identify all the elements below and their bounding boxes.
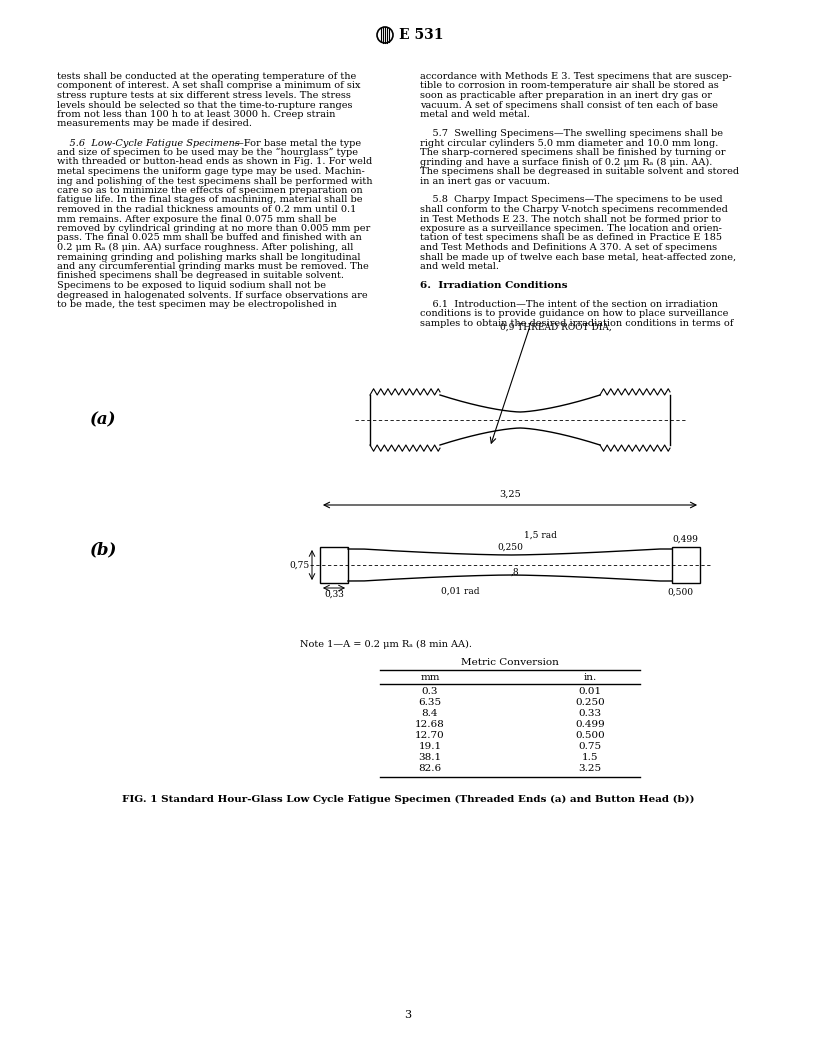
- Text: 3.25: 3.25: [579, 763, 601, 773]
- Text: and weld metal.: and weld metal.: [420, 262, 499, 271]
- Text: The specimens shall be degreased in suitable solvent and stored: The specimens shall be degreased in suit…: [420, 167, 739, 176]
- Text: in an inert gas or vacuum.: in an inert gas or vacuum.: [420, 176, 550, 186]
- Text: The sharp-cornered specimens shall be finished by turning or: The sharp-cornered specimens shall be fi…: [420, 148, 725, 157]
- Text: 19.1: 19.1: [419, 742, 441, 751]
- Text: and Test Methods and Definitions A 370. A set of specimens: and Test Methods and Definitions A 370. …: [420, 243, 717, 252]
- Text: 0,01 rad: 0,01 rad: [441, 587, 479, 596]
- Text: 1,5 rad: 1,5 rad: [524, 531, 557, 540]
- Text: from not less than 100 h to at least 3000 h. Creep strain: from not less than 100 h to at least 300…: [57, 110, 335, 119]
- Text: 0.3: 0.3: [422, 687, 438, 696]
- Text: 0.75: 0.75: [579, 742, 601, 751]
- Text: degreased in halogenated solvents. If surface observations are: degreased in halogenated solvents. If su…: [57, 290, 368, 300]
- Text: ,8: ,8: [511, 568, 519, 577]
- Text: 0,250: 0,250: [497, 543, 523, 552]
- Text: 12.68: 12.68: [415, 720, 445, 729]
- Text: 6.  Irradiation Conditions: 6. Irradiation Conditions: [420, 281, 567, 290]
- Text: 8.4: 8.4: [422, 709, 438, 718]
- Text: Note 1—A = 0.2 μm Rₐ (8 min AA).: Note 1—A = 0.2 μm Rₐ (8 min AA).: [300, 640, 472, 649]
- Text: 12.70: 12.70: [415, 731, 445, 740]
- Text: stress rupture tests at six different stress levels. The stress: stress rupture tests at six different st…: [57, 91, 351, 100]
- Text: 0,499: 0,499: [672, 535, 698, 544]
- Text: to be made, the test specimen may be electropolished in: to be made, the test specimen may be ele…: [57, 300, 337, 309]
- Text: 0.250: 0.250: [575, 698, 605, 708]
- Text: levels should be selected so that the time-to-rupture ranges: levels should be selected so that the ti…: [57, 100, 353, 110]
- Text: removed by cylindrical grinding at no more than 0.005 mm per: removed by cylindrical grinding at no mo…: [57, 224, 370, 233]
- Text: 0.500: 0.500: [575, 731, 605, 740]
- Text: 0.499: 0.499: [575, 720, 605, 729]
- Text: in.: in.: [583, 673, 596, 682]
- Text: with threaded or button-head ends as shown in Fig. 1. For weld: with threaded or button-head ends as sho…: [57, 157, 372, 167]
- Text: right circular cylinders 5.0 mm diameter and 10.0 mm long.: right circular cylinders 5.0 mm diameter…: [420, 138, 718, 148]
- Text: Specimens to be exposed to liquid sodium shall not be: Specimens to be exposed to liquid sodium…: [57, 281, 326, 290]
- Text: 0,75: 0,75: [290, 561, 310, 569]
- Text: fatigue life. In the final stages of machining, material shall be: fatigue life. In the final stages of mac…: [57, 195, 362, 205]
- Text: —For base metal the type: —For base metal the type: [234, 138, 361, 148]
- Text: component of interest. A set shall comprise a minimum of six: component of interest. A set shall compr…: [57, 81, 361, 91]
- Text: 6.35: 6.35: [419, 698, 441, 708]
- Text: 3,25: 3,25: [499, 490, 521, 499]
- Text: care so as to minimize the effects of specimen preparation on: care so as to minimize the effects of sp…: [57, 186, 362, 195]
- Text: tible to corrosion in room-temperature air shall be stored as: tible to corrosion in room-temperature a…: [420, 81, 719, 91]
- Bar: [672, 547, 700, 583]
- Text: samples to obtain the desired irradiation conditions in terms of: samples to obtain the desired irradiatio…: [420, 319, 734, 328]
- Text: mm: mm: [420, 673, 440, 682]
- Text: grinding and have a surface finish of 0.2 μm Rₐ (8 μin. AA).: grinding and have a surface finish of 0.…: [420, 157, 712, 167]
- Text: 0,500: 0,500: [667, 588, 693, 597]
- Text: removed in the radial thickness amounts of 0.2 mm until 0.1: removed in the radial thickness amounts …: [57, 205, 357, 214]
- Text: finished specimens shall be degreased in suitable solvent.: finished specimens shall be degreased in…: [57, 271, 344, 281]
- Text: soon as practicable after preparation in an inert dry gas or: soon as practicable after preparation in…: [420, 91, 712, 100]
- Text: in Test Methods E 23. The notch shall not be formed prior to: in Test Methods E 23. The notch shall no…: [420, 214, 721, 224]
- Bar: [320, 547, 348, 583]
- Text: 82.6: 82.6: [419, 763, 441, 773]
- Text: (b): (b): [90, 542, 118, 559]
- Text: 6.1  Introduction—The intent of the section on irradiation: 6.1 Introduction—The intent of the secti…: [420, 300, 718, 309]
- Text: 0,9 THREAD ROOT DIA,: 0,9 THREAD ROOT DIA,: [500, 323, 612, 332]
- Text: shall conform to the Charpy V-notch specimens recommended: shall conform to the Charpy V-notch spec…: [420, 205, 728, 214]
- Text: and any circumferential grinding marks must be removed. The: and any circumferential grinding marks m…: [57, 262, 369, 271]
- Text: 5.8  Charpy Impact Specimens—The specimens to be used: 5.8 Charpy Impact Specimens—The specimen…: [420, 195, 723, 205]
- Text: remaining grinding and polishing marks shall be longitudinal: remaining grinding and polishing marks s…: [57, 252, 361, 262]
- Text: conditions is to provide guidance on how to place surveillance: conditions is to provide guidance on how…: [420, 309, 729, 319]
- Text: vacuum. A set of specimens shall consist of ten each of base: vacuum. A set of specimens shall consist…: [420, 100, 718, 110]
- Text: exposure as a surveillance specimen. The location and orien-: exposure as a surveillance specimen. The…: [420, 224, 722, 233]
- Text: 5.6  Low-Cycle Fatigue Specimens: 5.6 Low-Cycle Fatigue Specimens: [57, 138, 240, 148]
- Text: and size of specimen to be used may be the “hourglass” type: and size of specimen to be used may be t…: [57, 148, 358, 157]
- Text: measurements may be made if desired.: measurements may be made if desired.: [57, 119, 252, 129]
- Text: ing and polishing of the test specimens shall be performed with: ing and polishing of the test specimens …: [57, 176, 372, 186]
- Text: accordance with Methods E 3. Test specimens that are suscep-: accordance with Methods E 3. Test specim…: [420, 72, 732, 81]
- Text: shall be made up of twelve each base metal, heat-affected zone,: shall be made up of twelve each base met…: [420, 252, 736, 262]
- Text: tation of test specimens shall be as defined in Practice E 185: tation of test specimens shall be as def…: [420, 233, 722, 243]
- Text: E 531: E 531: [399, 29, 444, 42]
- Text: 38.1: 38.1: [419, 753, 441, 762]
- Text: 0.2 μm Rₐ (8 μin. AA) surface roughness. After polishing, all: 0.2 μm Rₐ (8 μin. AA) surface roughness.…: [57, 243, 353, 252]
- Text: (a): (a): [90, 412, 117, 429]
- Text: pass. The final 0.025 mm shall be buffed and finished with an: pass. The final 0.025 mm shall be buffed…: [57, 233, 361, 243]
- Text: 3: 3: [405, 1010, 411, 1020]
- Text: 0,33: 0,33: [324, 590, 344, 599]
- Text: 5.7  Swelling Specimens—The swelling specimens shall be: 5.7 Swelling Specimens—The swelling spec…: [420, 129, 723, 138]
- Text: 0.01: 0.01: [579, 687, 601, 696]
- Text: FIG. 1 Standard Hour-Glass Low Cycle Fatigue Specimen (Threaded Ends (a) and But: FIG. 1 Standard Hour-Glass Low Cycle Fat…: [122, 795, 694, 804]
- Text: mm remains. After exposure the final 0.075 mm shall be: mm remains. After exposure the final 0.0…: [57, 214, 336, 224]
- Text: tests shall be conducted at the operating temperature of the: tests shall be conducted at the operatin…: [57, 72, 357, 81]
- Text: 0.33: 0.33: [579, 709, 601, 718]
- Text: Metric Conversion: Metric Conversion: [461, 658, 559, 667]
- Text: metal specimens the uniform gage type may be used. Machin-: metal specimens the uniform gage type ma…: [57, 167, 365, 176]
- Text: 1.5: 1.5: [582, 753, 598, 762]
- Text: metal and weld metal.: metal and weld metal.: [420, 110, 530, 119]
